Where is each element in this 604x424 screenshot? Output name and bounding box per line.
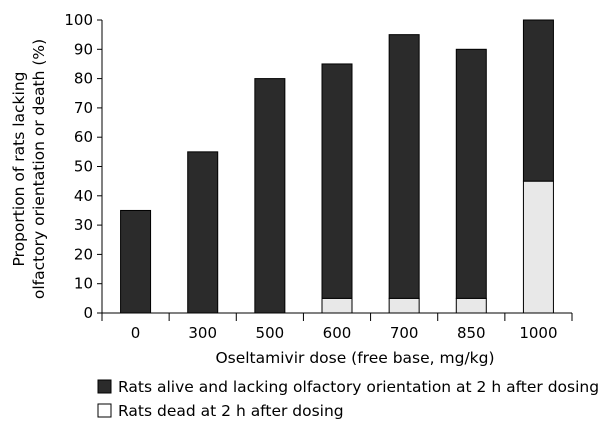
y-tick-label-0: 0: [83, 304, 93, 322]
bar-dead-850: [455, 297, 487, 314]
y-tick-label-10: 10: [74, 275, 93, 293]
y-tick-label-40: 40: [74, 187, 93, 205]
bar-dead-1000: [522, 180, 554, 314]
bars-group: [120, 19, 554, 314]
axes-group: [101, 20, 572, 321]
y-tick-label-30: 30: [74, 216, 93, 234]
legend-swatch-dead: [97, 403, 112, 418]
x-ticks-group: 0 300 500 600 700 850 1000: [131, 313, 573, 342]
bar-alive-0: [120, 209, 152, 314]
y-tick-label-100: 100: [64, 11, 93, 29]
bar-alive-600: [321, 63, 353, 299]
x-tick-label-300: 300: [188, 324, 217, 342]
legend-label-alive: Rats alive and lacking olfactory orienta…: [118, 378, 599, 396]
bar-alive-700: [388, 34, 420, 299]
bar-alive-1000: [522, 19, 554, 182]
y-tick-label-70: 70: [74, 99, 93, 117]
bar-alive-300: [187, 151, 219, 314]
y-tick-label-20: 20: [74, 245, 93, 263]
x-tick-label-600: 600: [323, 324, 352, 342]
y-axis-title: Proportion of rats lacking olfactory ori…: [10, 39, 48, 299]
y-axis-title-line-1: Proportion of rats lacking: [10, 72, 28, 267]
bar-dead-700: [388, 297, 420, 314]
x-tick-label-1000: 1000: [519, 324, 557, 342]
x-axis-title: Oseltamivir dose (free base, mg/kg): [215, 349, 494, 367]
y-tick-label-50: 50: [74, 158, 93, 176]
legend: Rats alive and lacking olfactory orienta…: [97, 378, 599, 420]
y-ticks-group: 0 10 20 30 40 50 60 70 80 90 100: [64, 11, 102, 322]
bar-alive-500: [254, 78, 286, 314]
y-tick-label-60: 60: [74, 128, 93, 146]
y-tick-label-90: 90: [74, 40, 93, 58]
legend-label-dead: Rats dead at 2 h after dosing: [118, 402, 344, 420]
x-tick-label-0: 0: [131, 324, 141, 342]
legend-swatch-alive: [97, 379, 112, 394]
bar-alive-850: [455, 48, 487, 299]
y-tick-label-80: 80: [74, 70, 93, 88]
bar-dead-600: [321, 297, 353, 314]
x-tick-label-850: 850: [457, 324, 486, 342]
x-tick-label-700: 700: [390, 324, 419, 342]
x-tick-label-500: 500: [256, 324, 285, 342]
y-axis-title-line-2: olfactory orientation or death (%): [30, 39, 48, 299]
